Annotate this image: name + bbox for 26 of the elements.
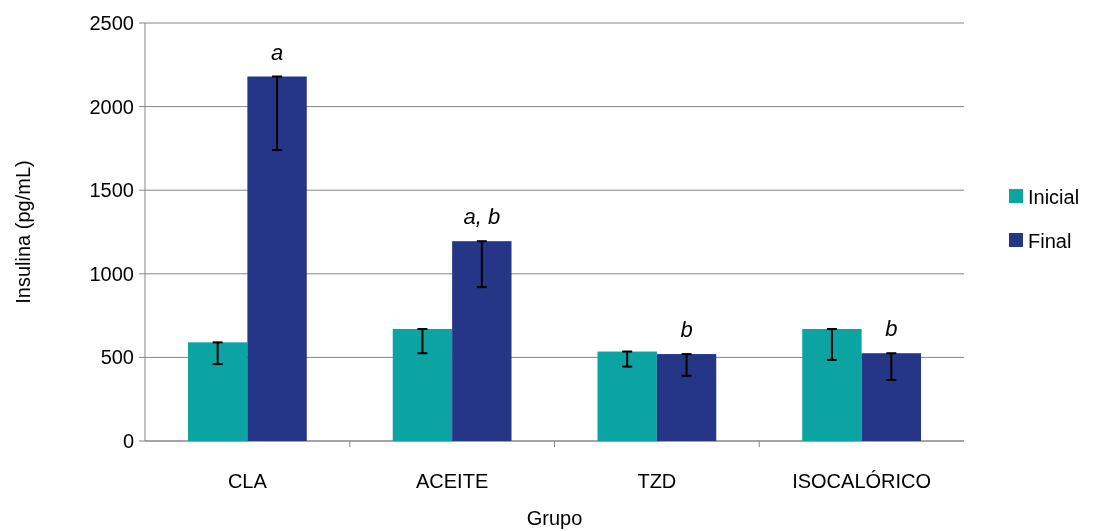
annotation: b [680,317,693,343]
y-tick-label: 1500 [89,179,134,202]
x-tick-label: TZD [637,470,677,492]
x-tick-label: CLA [227,470,268,492]
y-tick-label: 0 [122,430,134,452]
bar [861,353,921,441]
y-tick-label: 2000 [89,95,134,118]
x-tick-label: ACEITE [416,470,489,492]
legend-label: Final [1028,230,1072,252]
x-tick-label: ISOCALÓRICO [792,470,932,492]
bar [247,76,307,441]
y-tick-label: 500 [100,346,134,369]
y-axis-title: Insulina (pg/mL) [12,160,34,304]
bar [656,354,717,441]
bar [802,328,862,441]
bar [188,342,248,441]
annotation: a [270,39,284,65]
y-tick-label: 1000 [89,262,134,285]
annotation: a, b [463,204,501,230]
bar [452,241,512,441]
bar [392,328,453,441]
legend-label: Inicial [1028,186,1080,208]
y-tick-label: 2500 [89,12,134,34]
bar [597,351,657,441]
annotation: b [885,316,898,342]
x-axis-title: Grupo [526,507,583,529]
